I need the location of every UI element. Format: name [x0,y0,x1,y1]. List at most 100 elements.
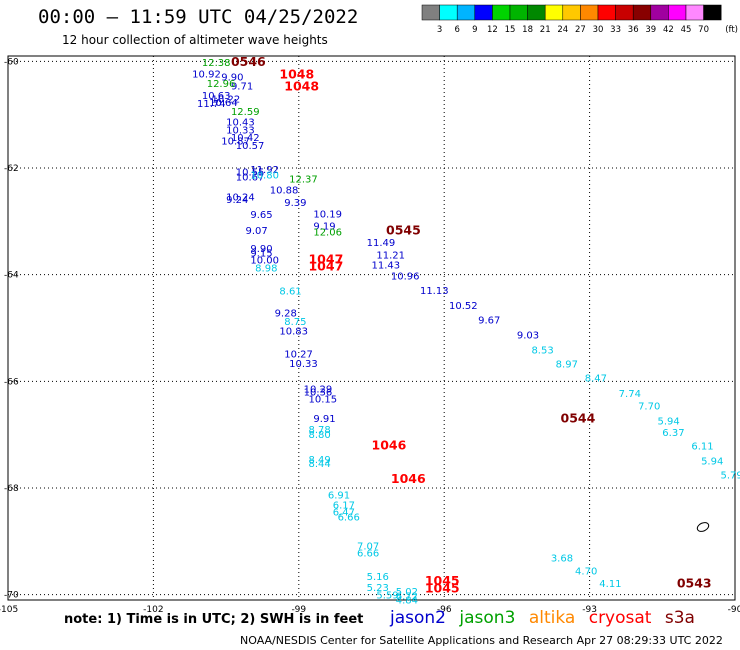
jason2-point-label: 10.22 [212,95,241,106]
colorbar-label: 12 [487,25,498,35]
colorbar-label: 36 [628,25,639,35]
cryosat-point-label: 1046 [391,471,426,486]
jason2-point-label: 10.33 [289,359,318,370]
cyan-point-label: 6.37 [662,428,684,439]
jason2-point-label: 10.42 [231,133,260,144]
colorbar-swatch [597,4,616,21]
colorbar-label: 39 [645,25,656,35]
cyan-point-label: 6.47 [333,507,355,518]
y-tick-label: -62 [4,164,19,174]
jason2-point-label: 9.90 [221,72,243,83]
cyan-point-label: 5.94 [657,416,679,427]
colorbar-label: 3 [437,25,442,35]
cyan-point-label: 4.70 [575,567,597,578]
y-tick-label: -64 [4,271,19,281]
jason2-point-label: 9.15 [250,248,272,259]
jason2-point-label: 10.63 [202,91,231,102]
colorbar-label: 27 [575,25,586,35]
jason3-point-label: 12.59 [231,107,260,118]
cyan-point-label: 5.59 [376,591,398,602]
jason2-point-label: 9.90 [250,244,272,255]
jason3-point-label: 12.96 [207,79,236,90]
colorbar-label: 33 [610,25,621,35]
jason2-point-label: 10.64 [209,98,238,109]
legend-jason3: jason3 [459,608,516,628]
colorbar-label: 15 [505,25,516,35]
cyan-point-label: 6.72 [396,592,418,603]
jason2-point-label: 10.88 [270,185,299,196]
colorbar-label: 9 [472,25,477,35]
jason2-point-label: 9.65 [250,210,272,221]
cryosat-point-label: 1047 [308,252,343,267]
colorbar-swatch [580,4,599,21]
cyan-point-label: 4.84 [396,595,418,606]
cyan-point-label: 7.70 [638,401,660,412]
jason2-point-label: 10.43 [226,118,255,129]
jason2-point-label: 9.28 [275,309,297,320]
colorbar-swatch [456,4,476,21]
plot-frame [7,55,736,601]
jason2-point-label: 11.74 [197,99,226,110]
colorbar-label: 45 [681,25,692,35]
jason2-point-label: 10.67 [236,173,265,184]
colorbar-swatch [509,4,528,21]
cyan-point-label: 8.97 [556,360,578,371]
colorbar-label: 6 [454,25,459,35]
cyan-point-label: 8.49 [308,455,330,466]
jason2-point-label: 10.57 [236,141,265,152]
x-tick-label: -90 [728,605,740,615]
colorbar-label: 70 [698,25,709,35]
s3a-point-label: 0546 [231,54,266,69]
legend-s3a: s3a [664,608,695,628]
chart-title: 00:00 – 11:59 UTC 04/25/2022 [38,6,359,28]
cyan-point-label: 5.16 [367,572,389,583]
cyan-point-label: 7.07 [357,542,379,553]
jason2-point-label: 10.33 [226,126,255,137]
colorbar-label: 42 [663,25,674,35]
colorbar-label: 18 [522,25,533,35]
cryosat-point-label: 1046 [372,437,407,452]
colorbar-label: 24 [557,25,568,35]
jason2-point-label: 11.21 [376,250,405,261]
cryosat-point-label: 1045 [425,573,460,588]
cyan-point-label: 8.75 [284,317,306,328]
cyan-point-label: 5.79 [720,471,740,482]
s3a-point-label: 0545 [386,222,421,237]
chart-note: note: 1) Time is in UTC; 2) SWH is in fe… [64,612,364,627]
satellite-legend: jason2 jason3 altika cryosat s3a [390,608,703,628]
colorbar-swatch [703,4,722,21]
colorbar-swatch [685,4,704,21]
legend-altika: altika [528,608,576,628]
cryosat-point-label: 1047 [308,259,343,274]
cyan-point-label: 8.78 [308,425,330,436]
chart-subtitle: 12 hour collection of altimeter wave hei… [62,33,328,47]
cyan-point-label: 6.66 [338,512,360,523]
s3a-point-label: 0544 [561,411,596,426]
jason2-point-label: 9.39 [284,198,306,209]
x-tick-label: -96 [437,605,452,615]
x-tick-label: -102 [143,605,163,615]
y-tick-label: -66 [4,377,19,387]
cyan-point-label: 6.11 [691,441,713,452]
cyan-point-label: 5.02 [396,587,418,598]
jason2-point-label: 11.92 [250,165,279,176]
jason3-point-label: 12.06 [313,227,342,238]
jason2-point-label: 10.19 [313,209,342,220]
jason2-point-label: 9.67 [478,315,500,326]
cyan-point-label: 3.68 [551,553,573,564]
x-tick-label: -99 [291,605,306,615]
cyan-point-label: 4.11 [599,579,621,590]
jason3-point-label: 12.37 [289,175,318,186]
jason2-point-label: 10.52 [449,301,478,312]
jason2-point-label: 10.15 [308,394,337,405]
jason2-point-label: 9.71 [231,81,253,92]
jason2-point-label: 10.00 [250,256,279,267]
jason2-point-label: 9.03 [517,330,539,341]
cyan-point-label: 8.44 [308,459,330,470]
colorbar-swatch [421,4,440,21]
jason2-point-label: 10.83 [279,327,308,338]
cryosat-point-label: 1048 [284,78,319,93]
legend-jason2: jason2 [390,608,446,628]
y-tick-label: -68 [4,484,19,494]
